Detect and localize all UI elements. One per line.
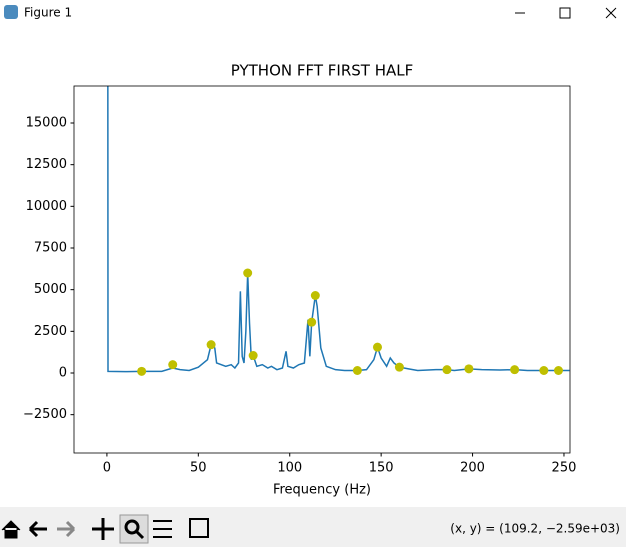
- scatter-point: [352, 366, 362, 375]
- x-axis-label: Frequency (Hz): [273, 483, 371, 498]
- chart-title: PYTHON FFT FIRST HALF: [231, 62, 414, 80]
- scatter-point: [248, 351, 258, 360]
- scatter-point: [372, 342, 382, 352]
- app-icon: [4, 5, 18, 19]
- y-tick-label: 10000: [26, 199, 67, 214]
- plot-marks: [107, 86, 570, 376]
- zoom-icon-handle: [134, 529, 145, 540]
- back-button[interactable]: [28, 520, 47, 538]
- scatter-point: [464, 364, 474, 374]
- x-tick-label: 150: [369, 461, 394, 476]
- plot-area: [74, 86, 570, 453]
- line: [107, 86, 570, 373]
- scatter-point: [310, 291, 320, 300]
- window-title: Figure 1: [24, 6, 72, 20]
- zoom-button[interactable]: [119, 514, 149, 544]
- scatter-point: [553, 366, 563, 375]
- configure-button[interactable]: [153, 520, 172, 538]
- scatter-point: [394, 362, 404, 372]
- y-tick-label: 7500: [34, 241, 67, 256]
- scatter-point: [307, 317, 317, 327]
- maximize-button[interactable]: [559, 7, 571, 19]
- scatter-point: [243, 268, 253, 278]
- x-tick-label: 0: [103, 461, 111, 476]
- axes-frame: [73, 85, 571, 454]
- scatter-point: [442, 365, 452, 375]
- scatter-point: [206, 340, 216, 350]
- y-tick-label: −2500: [23, 407, 67, 422]
- scatter-point: [168, 360, 178, 370]
- y-tick-label: 2500: [34, 324, 67, 339]
- x-tick-label: 200: [460, 461, 485, 476]
- title-bar: [0, 0, 626, 26]
- y-tick-label: 5000: [34, 282, 67, 297]
- x-tick-label: 250: [552, 461, 577, 476]
- y-tick-label: 12500: [26, 157, 67, 172]
- forward-button[interactable]: [57, 520, 76, 538]
- save-button[interactable]: [189, 518, 209, 538]
- scatter-point: [539, 366, 549, 375]
- status-text: (x, y) = (109.2, −2.59e+03): [450, 522, 620, 536]
- x-tick-label: 100: [277, 461, 302, 476]
- scatter-point: [510, 365, 520, 375]
- y-tick-label: 15000: [26, 116, 67, 131]
- close-button[interactable]: [605, 7, 617, 19]
- home-button[interactable]: [1, 520, 21, 539]
- y-tick-label: 0: [59, 366, 67, 381]
- scatter-point: [137, 366, 147, 376]
- x-tick-label: 50: [190, 461, 207, 476]
- pan-button[interactable]: [92, 518, 114, 540]
- zoom-icon: [124, 519, 140, 535]
